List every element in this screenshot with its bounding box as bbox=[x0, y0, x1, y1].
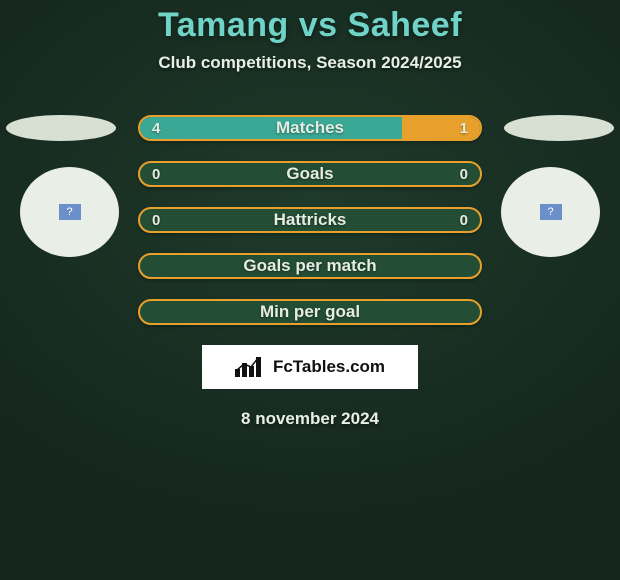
image-placeholder-icon: ? bbox=[540, 204, 562, 220]
vs-word: vs bbox=[299, 6, 338, 44]
stat-row: Goals0 0 bbox=[138, 161, 482, 187]
stat-value-left: 0 bbox=[152, 163, 160, 185]
content: Tamang vs Saheef Club competitions, Seas… bbox=[0, 0, 620, 580]
stat-label: Goals per match bbox=[140, 255, 480, 277]
date-text: 8 november 2024 bbox=[0, 409, 620, 429]
player-a-flag-ellipse bbox=[6, 115, 116, 141]
stat-row: Goals per match bbox=[138, 253, 482, 279]
stat-label: Goals bbox=[140, 163, 480, 185]
stat-value-right: 0 bbox=[460, 209, 468, 231]
stats-area: ? ? Matches41Goals00Hattricks00Goals per… bbox=[0, 115, 620, 429]
stat-row: Matches4 1 bbox=[138, 115, 482, 141]
image-placeholder-icon: ? bbox=[59, 204, 81, 220]
stat-value-left: 4 bbox=[152, 117, 160, 139]
page-title: Tamang vs Saheef bbox=[0, 6, 620, 45]
stat-value-right: 1 bbox=[460, 117, 468, 139]
stat-label: Matches bbox=[140, 117, 480, 139]
player-a-photo: ? bbox=[20, 167, 119, 257]
subtitle: Club competitions, Season 2024/2025 bbox=[0, 53, 620, 73]
stat-row: Hattricks0 0 bbox=[138, 207, 482, 233]
stat-value-right: 0 bbox=[460, 163, 468, 185]
player-b-name: Saheef bbox=[348, 6, 463, 44]
stat-rows: Matches41Goals00Hattricks00Goals per mat… bbox=[138, 115, 482, 325]
bars-icon bbox=[235, 357, 267, 377]
stat-label: Min per goal bbox=[140, 301, 480, 323]
stat-row: Min per goal bbox=[138, 299, 482, 325]
stat-label: Hattricks bbox=[140, 209, 480, 231]
stat-value-left: 0 bbox=[152, 209, 160, 231]
fctables-text: FcTables.com bbox=[273, 357, 385, 377]
player-b-photo: ? bbox=[501, 167, 600, 257]
player-a-name: Tamang bbox=[158, 6, 289, 44]
fctables-logo: FcTables.com bbox=[202, 345, 418, 389]
player-b-flag-ellipse bbox=[504, 115, 614, 141]
